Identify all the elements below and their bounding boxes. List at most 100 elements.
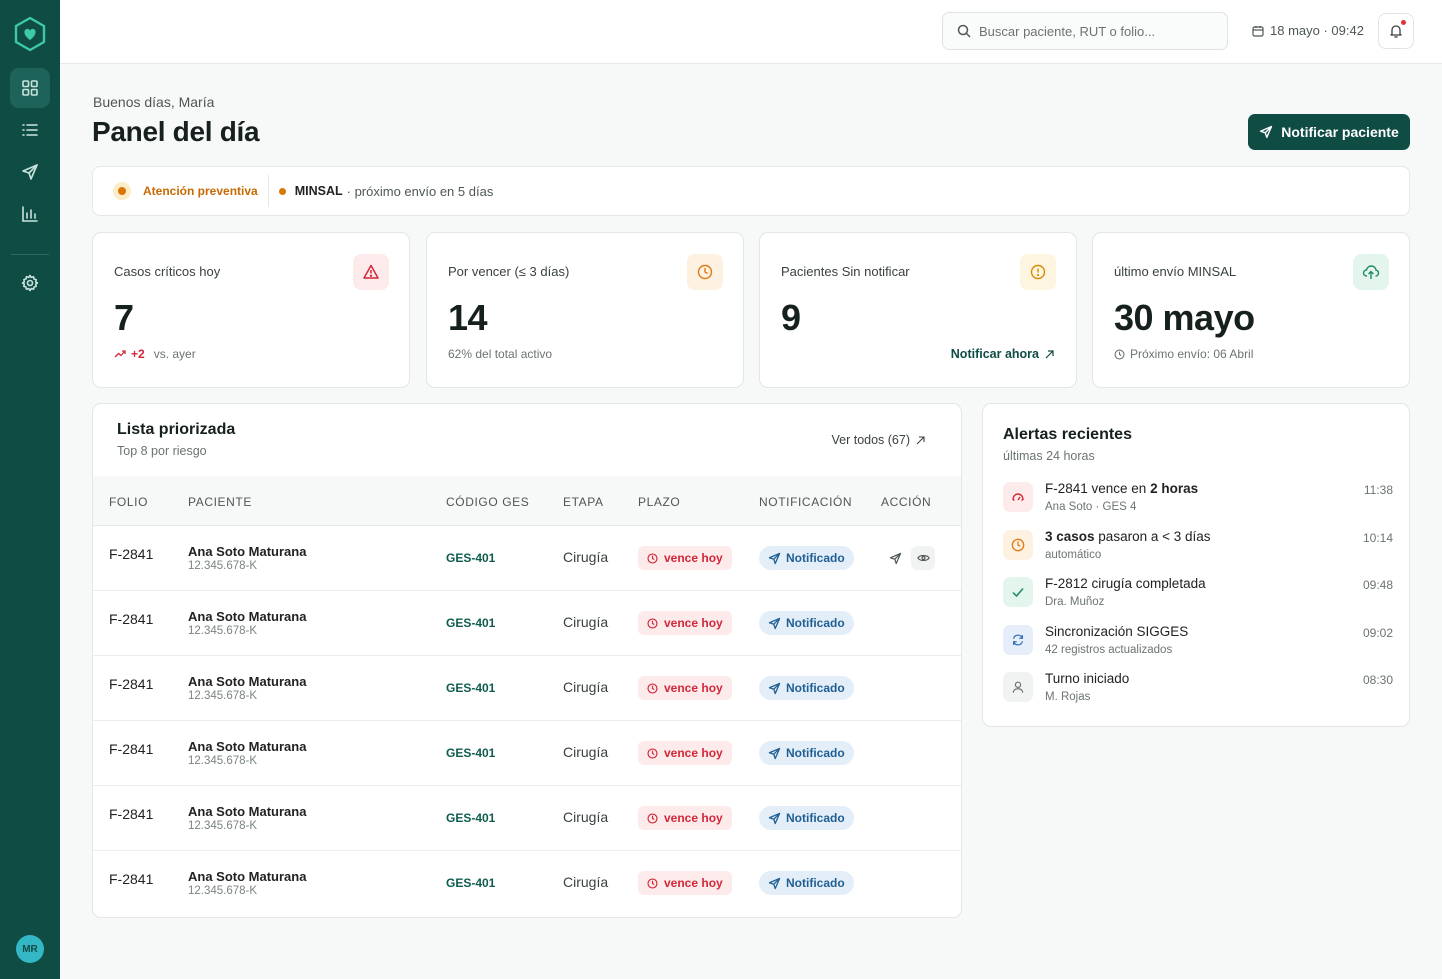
cell-patient-name[interactable]: Ana Soto Maturana — [188, 609, 307, 624]
deadline-text: vence hoy — [664, 811, 723, 825]
stat-delta: +2 vs. ayer — [114, 347, 196, 361]
deadline-badge: vence hoy — [638, 741, 732, 765]
cell-patient-name[interactable]: Ana Soto Maturana — [188, 674, 307, 689]
nav-dashboard[interactable] — [10, 68, 50, 108]
alert-text: F-2841 vence en 2 horas — [1045, 481, 1198, 496]
alert-time: 09:48 — [1362, 578, 1393, 592]
stat-label: Pacientes Sin notificar — [781, 264, 910, 279]
table-row[interactable]: F-2841 Ana Soto Maturana 12.345.678-K GES-4… — [93, 721, 961, 786]
avatar[interactable]: MR — [16, 935, 44, 963]
clock-icon — [1114, 348, 1125, 360]
cell-folio: F-2841 — [109, 741, 154, 757]
alert-item[interactable]: F-2812 cirugía completada Dra. Muñoz 09:48 — [1003, 574, 1393, 620]
nav-send[interactable] — [10, 152, 50, 192]
clock-icon — [647, 552, 658, 564]
banner-minsal-label: MINSAL — [294, 184, 343, 198]
search-input[interactable] — [979, 23, 1209, 39]
col-folio[interactable]: FOLIO — [109, 495, 149, 509]
notification-status-text: Notificado — [786, 811, 845, 825]
col-deadline[interactable]: PLAZO — [638, 495, 681, 509]
cell-folio: F-2841 — [109, 871, 154, 887]
col-patient[interactable]: PACIENTE — [188, 495, 252, 509]
notification-status-text: Notificado — [786, 616, 845, 630]
clock-icon — [687, 254, 723, 290]
deadline-text: vence hoy — [664, 681, 723, 695]
alert-detail: Dra. Muñoz — [1045, 596, 1105, 608]
view-all-label: Ver todos (67) — [831, 433, 910, 447]
col-notification[interactable]: NOTIFICACIÓN — [759, 495, 853, 509]
send-icon — [1260, 125, 1273, 139]
cell-patient-rut: 12.345.678-K — [188, 560, 258, 572]
view-patient-button[interactable] — [911, 546, 935, 570]
cell-folio: F-2841 — [109, 806, 154, 822]
notify-patient-button[interactable]: Notificar paciente — [1248, 114, 1410, 150]
col-ges-code[interactable]: CÓDIGO GES — [446, 495, 530, 509]
arrow-up-right-icon — [1045, 349, 1054, 358]
alert-text-pre: F-2812 cirugía completada — [1045, 576, 1206, 591]
notification-status-badge: Notificado — [759, 806, 854, 830]
cell-folio: F-2841 — [109, 611, 154, 627]
clock-icon — [647, 812, 658, 824]
table-row[interactable]: F-2841 Ana Soto Maturana 12.345.678-K GES-4… — [93, 526, 961, 591]
stat-label: Casos críticos hoy — [114, 264, 221, 279]
cell-stage: Cirugía — [563, 874, 609, 890]
cell-ges-code: GES-401 — [446, 746, 496, 760]
clock-icon — [647, 877, 658, 889]
alert-time: 10:14 — [1362, 530, 1393, 545]
stat-value: 30 mayo — [1114, 297, 1255, 338]
notify-now-link[interactable]: Notificar ahora — [951, 347, 1054, 361]
cell-patient-rut: 12.345.678-K — [188, 625, 258, 637]
table-row[interactable]: F-2841 Ana Soto Maturana 12.345.678-K GES-4… — [93, 591, 961, 656]
cell-folio: F-2841 — [109, 676, 154, 692]
stat-card-unnotified: Pacientes Sin notificar 9 Notificar ahor… — [759, 232, 1077, 388]
alert-text: 3 casos pasaron a < 3 días — [1045, 529, 1211, 544]
nav-settings[interactable] — [10, 263, 50, 303]
next-send-text: Próximo envío: 06 Abril — [1130, 347, 1254, 361]
sidebar-divider — [11, 254, 49, 255]
alerts-title: Alertas recientes — [1003, 426, 1132, 443]
stat-delta-value: +2 — [131, 347, 145, 361]
table-row[interactable]: F-2841 Ana Soto Maturana 12.345.678-K GES-4… — [93, 786, 961, 851]
alert-item[interactable]: Sincronización SIGGES 42 registros actual… — [1003, 622, 1393, 668]
cell-patient-name[interactable]: Ana Soto Maturana — [188, 739, 307, 754]
stat-delta-text: vs. ayer — [153, 347, 196, 361]
nav-reports[interactable] — [10, 194, 50, 234]
notification-status-badge: Notificado — [759, 546, 854, 570]
alert-detail: automático — [1045, 548, 1102, 561]
priority-list-subtitle: Top 8 por riesgo — [117, 444, 207, 458]
send-icon — [768, 747, 781, 760]
gauge-icon — [1003, 482, 1033, 512]
notification-status-badge: Notificado — [759, 611, 854, 635]
status-banner: Atención preventiva MINSAL · próximo env… — [92, 166, 1410, 216]
clock-icon — [647, 617, 658, 629]
send-icon — [768, 617, 781, 630]
cell-patient-name[interactable]: Ana Soto Maturana — [188, 869, 307, 884]
banner-divider — [267, 175, 269, 207]
col-action[interactable]: ACCIÓN — [881, 495, 932, 509]
nav-list[interactable] — [10, 110, 50, 150]
notifications-button[interactable] — [1378, 13, 1414, 49]
col-stage[interactable]: ETAPA — [563, 495, 604, 509]
banner-minsal-next: · próximo envío en 5 días — [346, 183, 494, 199]
alert-text: F-2812 cirugía completada — [1045, 576, 1206, 591]
check-icon — [1003, 577, 1033, 607]
cell-patient-name[interactable]: Ana Soto Maturana — [188, 544, 307, 559]
alert-item[interactable]: F-2841 vence en 2 horas Ana Soto · GES 4 1… — [1003, 479, 1393, 525]
notification-status-badge: Notificado — [759, 741, 854, 765]
deadline-badge: vence hoy — [638, 546, 732, 570]
cell-ges-code: GES-401 — [446, 551, 496, 565]
cell-patient-rut: 12.345.678-K — [188, 755, 258, 767]
datetime-text: 18 mayo · 09:42 — [1270, 23, 1364, 38]
cell-patient-name[interactable]: Ana Soto Maturana — [188, 804, 307, 819]
deadline-badge: vence hoy — [638, 806, 732, 830]
heart-shield-logo-icon[interactable] — [11, 14, 49, 54]
alert-text: Sincronización SIGGES — [1045, 624, 1188, 639]
view-all-link[interactable]: Ver todos (67) — [831, 433, 925, 447]
table-row[interactable]: F-2841 Ana Soto Maturana 12.345.678-K GES-4… — [93, 851, 961, 916]
send-icon — [768, 682, 781, 695]
table-row[interactable]: F-2841 Ana Soto Maturana 12.345.678-K GES-4… — [93, 656, 961, 721]
alert-item[interactable]: Turno iniciado M. Rojas 08:30 — [1003, 669, 1393, 715]
send-notification-button[interactable] — [883, 546, 907, 570]
search-box[interactable] — [942, 12, 1228, 50]
alert-item[interactable]: 3 casos pasaron a < 3 días automático 10:1… — [1003, 527, 1393, 573]
